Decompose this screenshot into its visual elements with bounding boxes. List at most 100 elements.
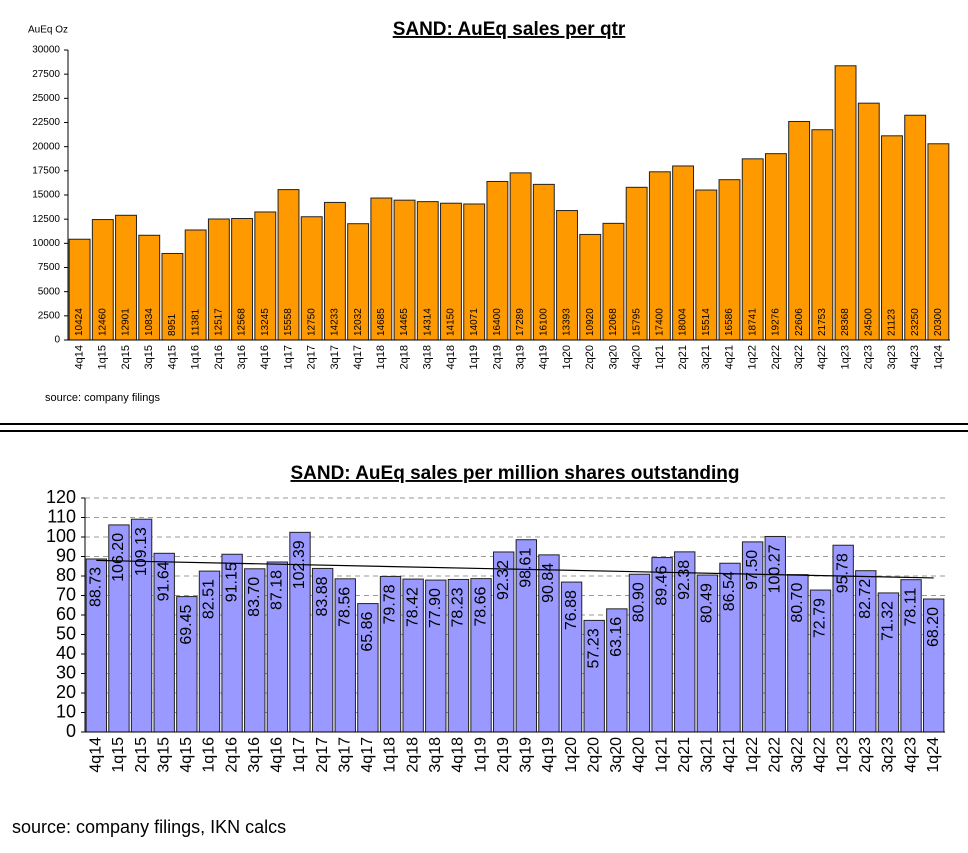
y-tick-label: 2500: [38, 310, 61, 321]
x-tick-label: 1q15: [97, 345, 109, 369]
value-label: 83.88: [314, 576, 331, 616]
x-tick-label: 3q22: [789, 737, 806, 773]
value-label: 80.49: [699, 583, 716, 623]
y-tick-label: 40: [56, 643, 76, 663]
x-tick-label: 3q17: [329, 345, 341, 369]
x-tick-label: 1q21: [654, 345, 666, 369]
value-label: 15558: [283, 308, 294, 336]
y-tick-label: 80: [56, 565, 76, 585]
value-label: 12460: [97, 308, 108, 336]
value-label: 28368: [840, 308, 851, 336]
x-tick-label: 3q15: [143, 345, 155, 369]
x-tick-label: 4q19: [540, 737, 557, 773]
y-tick-label: 20: [56, 682, 76, 702]
y-tick-label: 10: [56, 701, 76, 721]
x-tick-label: 3q23: [880, 737, 897, 773]
y-tick-label: 0: [66, 721, 76, 741]
value-label: 78.11: [902, 588, 919, 627]
value-label: 86.54: [721, 571, 738, 611]
y-tick-label: 90: [56, 545, 76, 565]
x-tick-label: 1q18: [382, 737, 399, 773]
value-label: 72.79: [812, 598, 829, 638]
value-label: 11381: [190, 308, 201, 336]
value-label: 12750: [306, 308, 317, 336]
value-label: 12517: [214, 308, 225, 336]
x-tick-label: 4q20: [631, 737, 648, 773]
value-label: 14150: [446, 308, 457, 336]
x-tick-label: 3q19: [518, 737, 535, 773]
value-label: 91.64: [155, 561, 172, 601]
y-tick-label: 5000: [38, 286, 61, 297]
x-tick-label: 1q18: [375, 345, 387, 369]
value-label: 82.72: [857, 579, 874, 619]
value-label: 17400: [655, 308, 666, 336]
y-tick-label: 20000: [32, 141, 60, 152]
x-tick-label: 3q21: [700, 345, 712, 369]
x-tick-label: 2q19: [491, 345, 503, 369]
x-tick-label: 2q17: [314, 737, 331, 773]
value-label: 90.84: [540, 563, 557, 603]
chart-title: SAND: AuEq sales per million shares outs…: [290, 463, 739, 484]
x-tick-label: 1q17: [291, 737, 308, 773]
x-tick-label: 4q23: [909, 345, 921, 369]
value-label: 13245: [260, 308, 271, 336]
x-tick-label: 4q15: [178, 737, 195, 773]
value-label: 14233: [330, 308, 341, 336]
value-label: 16400: [492, 308, 503, 336]
value-label: 14071: [469, 308, 480, 336]
x-tick-label: 2q18: [398, 345, 410, 369]
x-tick-label: 3q21: [699, 737, 716, 773]
x-tick-label: 1q17: [282, 345, 294, 369]
x-tick-label: 4q21: [721, 737, 738, 773]
x-tick-label: 4q14: [74, 345, 86, 369]
value-label: 80.70: [789, 583, 806, 623]
x-tick-label: 2q23: [863, 345, 875, 369]
y-tick-label: 17500: [32, 165, 60, 176]
x-tick-label: 3q18: [422, 345, 434, 369]
value-label: 79.78: [382, 584, 399, 624]
value-label: 14685: [376, 308, 387, 336]
bar: [788, 120, 811, 341]
value-label: 14314: [422, 308, 433, 336]
x-tick-label: 1q24: [932, 345, 944, 369]
value-label: 71.32: [880, 601, 897, 641]
y-tick-label: 100: [46, 526, 76, 546]
value-label: 12032: [353, 308, 364, 336]
x-tick-label: 4q17: [359, 737, 376, 773]
y-tick-label: 7500: [38, 262, 61, 273]
x-tick-label: 1q19: [472, 737, 489, 773]
value-label: 21123: [887, 308, 898, 336]
value-label: 98.61: [518, 548, 535, 588]
y-tick-label: 10000: [32, 238, 60, 249]
value-label: 88.73: [88, 567, 105, 607]
value-label: 22606: [794, 308, 805, 336]
value-label: 89.46: [653, 565, 670, 605]
value-label: 15795: [631, 308, 642, 336]
x-tick-label: 4q15: [166, 345, 178, 369]
x-tick-label: 3q16: [246, 737, 263, 773]
x-tick-label: 1q16: [201, 737, 218, 773]
bar: [834, 65, 857, 341]
chart-title: SAND: AuEq sales per qtr: [393, 19, 626, 40]
x-tick-label: 3q15: [155, 737, 172, 773]
value-label: 21753: [817, 308, 828, 336]
value-label: 19276: [771, 308, 782, 336]
y-tick-label: 15000: [32, 190, 60, 201]
value-label: 92.38: [676, 560, 693, 600]
y-tick-label: 120: [46, 487, 76, 507]
bar: [904, 114, 927, 341]
trend-line: [96, 559, 934, 579]
value-label: 20300: [933, 308, 944, 336]
value-label: 24500: [863, 308, 874, 336]
x-tick-label: 1q24: [925, 737, 942, 773]
value-label: 83.70: [246, 577, 263, 617]
value-label: 12068: [608, 308, 619, 336]
y-tick-label: 110: [47, 506, 76, 526]
value-label: 18004: [678, 308, 689, 336]
x-tick-label: 4q23: [902, 737, 919, 773]
value-label: 13393: [562, 308, 573, 336]
x-tick-label: 4q16: [259, 345, 271, 369]
value-label: 100.27: [766, 544, 783, 593]
x-tick-label: 2q17: [306, 345, 318, 369]
